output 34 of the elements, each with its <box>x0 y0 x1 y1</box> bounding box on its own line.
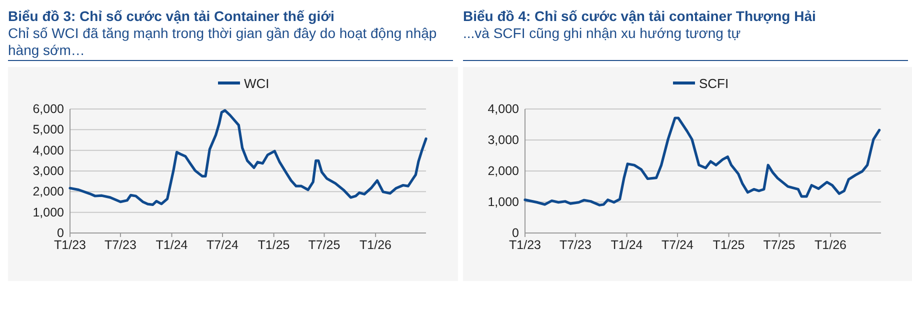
y-tick-label: 2,000 <box>32 184 64 199</box>
y-tick-label: 2,000 <box>488 164 520 178</box>
y-tick-label: 1,000 <box>488 195 520 209</box>
x-tick-label: T1/25 <box>712 238 745 252</box>
legend-label: WCI <box>244 76 270 91</box>
y-tick-label: 1,000 <box>32 205 64 220</box>
x-tick-label: T1/23 <box>509 238 542 252</box>
x-tick-label: T1/26 <box>360 238 392 252</box>
legend-label: SCFI <box>699 76 729 91</box>
x-tick-label: T1/24 <box>156 238 188 252</box>
chart-title: Biểu đồ 3: Chỉ số cước vận tải Container thế giới <box>8 8 336 25</box>
x-tick-label: T1/24 <box>610 238 643 252</box>
y-tick-label: 0 <box>512 226 520 240</box>
x-tick-label: T1/23 <box>54 238 86 252</box>
x-tick-label: T7/25 <box>763 238 796 252</box>
y-tick-label: 4,000 <box>32 143 64 158</box>
line-series <box>524 116 881 206</box>
y-tick-label: 3,000 <box>488 133 520 147</box>
x-tick-label: T7/24 <box>206 238 239 252</box>
y-tick-label: 0 <box>57 226 64 240</box>
y-tick-label: 3,000 <box>32 164 64 178</box>
x-tick-label: T7/23 <box>104 238 136 252</box>
y-tick-label: 4,000 <box>488 102 520 116</box>
x-tick-label: T7/23 <box>559 238 592 252</box>
x-tick-label: T7/24 <box>662 238 694 252</box>
chart-subtitle: ...và SCFI cũng ghi nhận xu hướng tương tự <box>463 25 908 61</box>
x-tick-label: T7/25 <box>308 238 340 252</box>
y-tick-label: 5,000 <box>32 122 64 137</box>
x-tick-label: T1/25 <box>258 238 290 252</box>
y-tick-label: 6,000 <box>32 102 64 116</box>
line-series <box>68 109 428 206</box>
chart-title: Biểu đồ 4: Chỉ số cước vận tải container Thượng Hải <box>463 8 817 25</box>
chart-subtitle: Chỉ số WCI đã tăng mạnh trong thời gian gần đây do hoạt động nhập hàng sớm… <box>8 25 453 61</box>
x-tick-label: T1/26 <box>814 238 847 252</box>
